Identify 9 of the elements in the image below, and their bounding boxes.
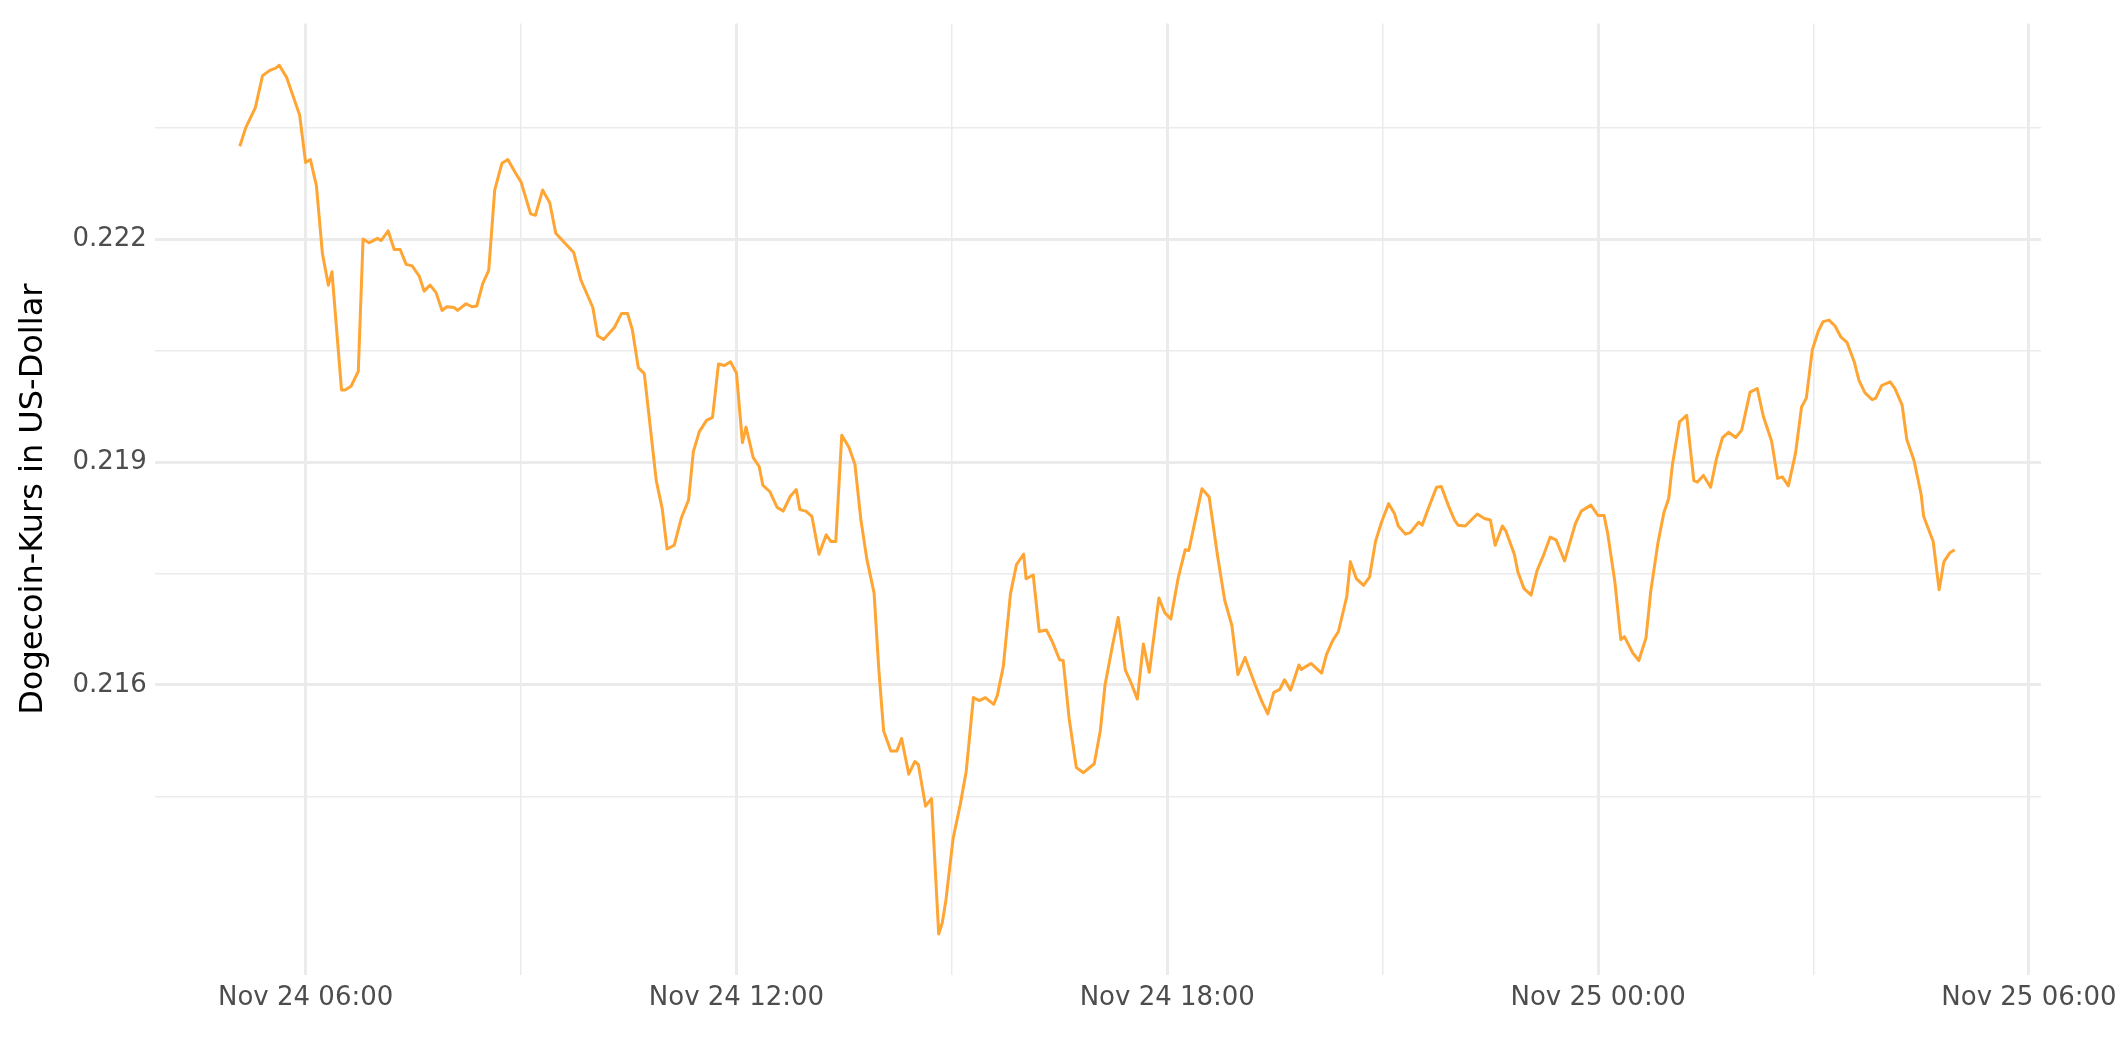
x-tick-label: Nov 24 18:00 — [1079, 981, 1255, 1012]
x-tick-label: Nov 24 12:00 — [648, 981, 825, 1012]
x-tick-label: Nov 24 06:00 — [217, 981, 394, 1012]
y-tick-label: 0.216 — [72, 667, 147, 698]
x-tick-label: Nov 25 00:00 — [1510, 981, 1686, 1012]
y-tick-label: 0.222 — [72, 221, 147, 252]
y-tick-label: 0.219 — [72, 444, 147, 475]
x-tick-label: Nov 25 06:00 — [1941, 981, 2117, 1012]
y-axis-title: Dogecoin-Kurs in US-Dollar — [11, 282, 50, 715]
